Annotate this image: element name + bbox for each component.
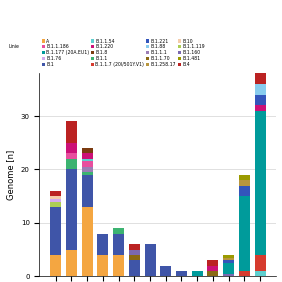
Legend: A, B.1.1.186, B.1.177 (20A.EU1), B.1.76, B.1, B.1.1.54, B.1.220, B.1.8, B.1.1, B: A, B.1.1.186, B.1.177 (20A.EU1), B.1.76,…: [42, 39, 205, 67]
Bar: [66, 169, 77, 250]
Bar: [239, 175, 250, 180]
Bar: [113, 228, 124, 233]
Bar: [255, 95, 266, 105]
Bar: [50, 199, 61, 202]
Bar: [223, 255, 234, 258]
Bar: [145, 244, 156, 276]
Bar: [176, 271, 187, 276]
Bar: [50, 196, 61, 199]
Bar: [255, 255, 266, 271]
Bar: [82, 153, 93, 159]
Bar: [66, 159, 77, 169]
Bar: [223, 274, 234, 276]
Bar: [208, 271, 219, 276]
Bar: [223, 258, 234, 260]
Bar: [255, 111, 266, 255]
Bar: [66, 143, 77, 153]
Bar: [82, 162, 93, 167]
Bar: [50, 202, 61, 207]
Bar: [82, 207, 93, 276]
Bar: [113, 255, 124, 276]
Bar: [239, 186, 250, 196]
Bar: [66, 250, 77, 276]
Bar: [82, 148, 93, 153]
Bar: [239, 180, 250, 186]
Bar: [239, 196, 250, 271]
Y-axis label: Genome [n]: Genome [n]: [6, 150, 15, 200]
Bar: [208, 266, 219, 271]
Bar: [129, 255, 140, 260]
Bar: [255, 73, 266, 84]
Bar: [223, 260, 234, 263]
Bar: [255, 271, 266, 276]
Bar: [50, 207, 61, 255]
Bar: [113, 233, 124, 255]
Bar: [50, 191, 61, 196]
Bar: [208, 260, 219, 266]
Bar: [129, 260, 140, 276]
Bar: [97, 255, 108, 276]
Bar: [129, 250, 140, 255]
Bar: [66, 153, 77, 159]
Bar: [82, 175, 93, 207]
Bar: [66, 122, 77, 143]
Bar: [129, 244, 140, 250]
Text: Linie: Linie: [9, 44, 19, 49]
Bar: [239, 271, 250, 276]
Bar: [82, 159, 93, 162]
Bar: [255, 84, 266, 95]
Bar: [255, 105, 266, 111]
Bar: [82, 172, 93, 175]
Bar: [223, 263, 234, 274]
Bar: [82, 167, 93, 172]
Bar: [50, 255, 61, 276]
Bar: [160, 266, 171, 276]
Bar: [192, 271, 203, 276]
Bar: [97, 233, 108, 255]
